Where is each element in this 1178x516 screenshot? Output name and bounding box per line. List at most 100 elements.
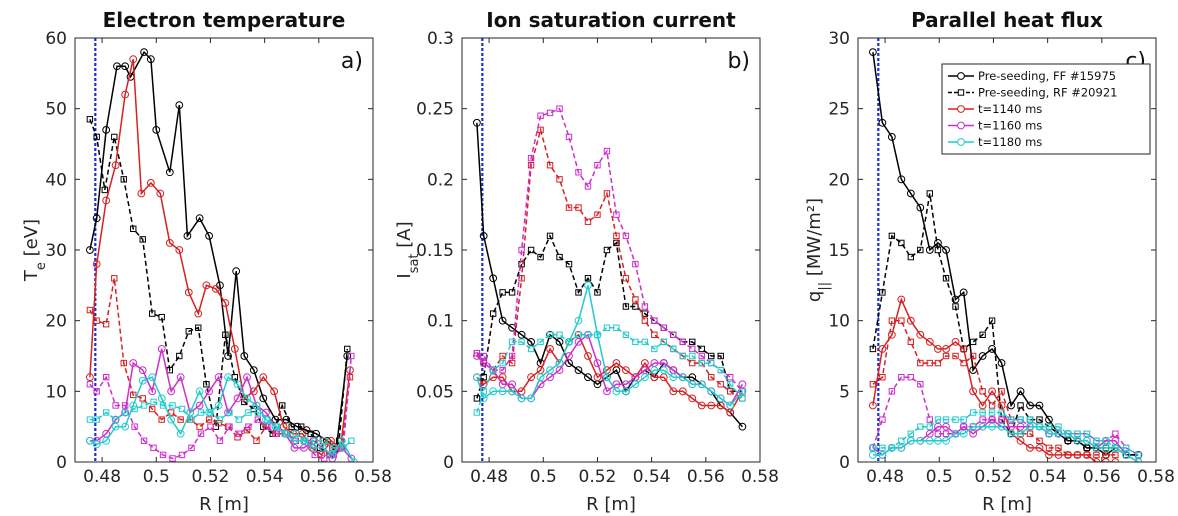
data-point (1101, 443, 1110, 452)
data-point (632, 260, 639, 268)
data-point (473, 395, 481, 402)
y-axis-label: Te [eV] (21, 219, 49, 282)
data-point (1055, 444, 1062, 452)
data-point (555, 359, 564, 367)
data-point (603, 387, 611, 396)
data-point (888, 232, 896, 240)
data-point (498, 316, 507, 325)
data-point (988, 416, 996, 423)
y-tick-label: 0.3 (427, 29, 454, 49)
data-point (897, 175, 906, 184)
series-t1180_ff (473, 281, 747, 410)
data-point (594, 211, 601, 218)
data-point (157, 394, 166, 403)
data-point (222, 331, 229, 339)
data-point (917, 246, 924, 254)
data-point (1122, 451, 1131, 459)
data-point (1064, 437, 1072, 445)
data-point (708, 374, 715, 381)
data-point (158, 313, 165, 321)
data-point (86, 246, 94, 254)
data-point (264, 423, 271, 430)
data-point (738, 422, 747, 431)
data-point (346, 374, 354, 381)
data-point (670, 331, 677, 339)
data-point (264, 416, 271, 423)
data-point (231, 374, 239, 381)
y-tick-label: 0.05 (416, 382, 454, 402)
data-point (556, 176, 563, 183)
x-tick-label: 0.58 (354, 467, 392, 487)
data-point (708, 359, 715, 367)
data-point (869, 451, 877, 459)
legend-label: t=1140 ms (978, 102, 1042, 116)
data-point (998, 388, 1005, 395)
data-point (584, 183, 592, 190)
data-point (739, 388, 746, 395)
x-tick-label: 0.56 (1083, 467, 1121, 487)
series-line (476, 234, 743, 399)
data-point (574, 337, 583, 346)
data-point (952, 416, 959, 423)
data-point (546, 331, 554, 339)
chart-title: Electron temperature (103, 8, 346, 32)
data-point (641, 303, 649, 310)
data-point (897, 295, 906, 304)
data-point (651, 317, 658, 324)
data-point (575, 169, 582, 176)
data-point (739, 395, 746, 402)
data-point (499, 359, 506, 367)
data-point (245, 423, 252, 430)
data-point (942, 430, 950, 437)
data-point (311, 451, 318, 459)
data-point (917, 359, 924, 367)
data-point (978, 401, 987, 410)
data-point (235, 430, 243, 437)
data-point (584, 352, 592, 360)
data-point (678, 373, 687, 382)
data-point (253, 437, 260, 445)
data-point (907, 338, 915, 346)
legend-box (941, 63, 1151, 155)
data-point (527, 373, 535, 382)
data-point (188, 444, 195, 452)
x-tick-label: 0.54 (246, 467, 284, 487)
data-point (650, 366, 659, 375)
legend-swatch-marker (957, 121, 965, 130)
data-point (907, 374, 915, 381)
data-point (86, 416, 94, 423)
data-point (245, 409, 252, 416)
data-point (473, 409, 481, 416)
data-point (906, 189, 915, 198)
data-point (508, 359, 516, 367)
data-point (489, 366, 497, 374)
data-point (517, 394, 526, 403)
data-point (688, 394, 697, 403)
data-point (869, 444, 877, 452)
data-point (878, 345, 887, 353)
data-point (738, 387, 747, 396)
data-point (92, 260, 101, 269)
data-point (249, 366, 258, 375)
data-point (159, 402, 167, 409)
data-point (593, 373, 602, 382)
data-point (221, 299, 230, 307)
data-point (603, 147, 611, 155)
data-point (243, 394, 251, 403)
data-point (1036, 416, 1043, 423)
x-tick-label: 0.56 (687, 467, 725, 487)
data-point (546, 232, 554, 240)
data-point (584, 218, 592, 225)
data-point (111, 161, 120, 170)
data-point (282, 415, 291, 424)
data-point (565, 338, 573, 346)
data-point (273, 430, 281, 437)
data-point (926, 416, 933, 423)
data-point (934, 345, 942, 353)
data-point (934, 416, 942, 423)
series-t1180_rf (86, 398, 355, 452)
data-point (1035, 401, 1044, 410)
x-axis-label: R [m] (982, 494, 1032, 515)
data-point (489, 310, 497, 317)
